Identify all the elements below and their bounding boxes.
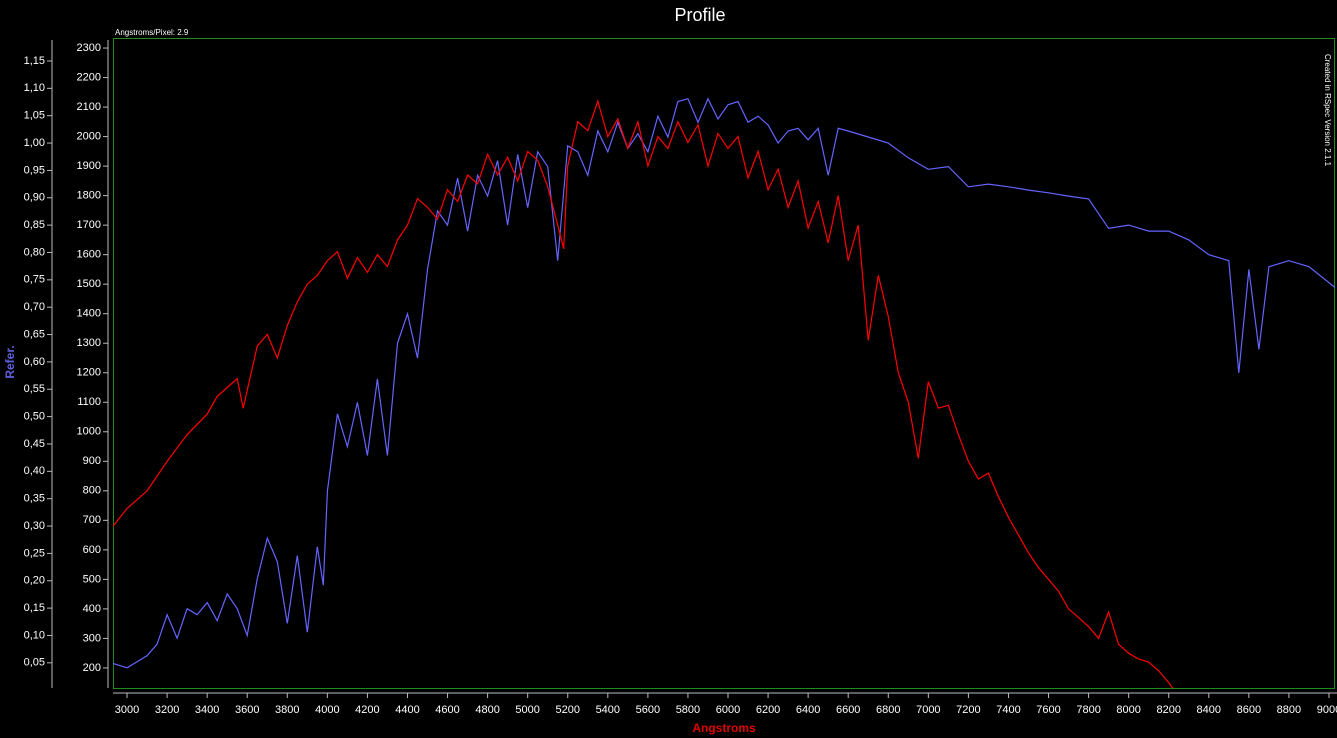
x-tick-label: 8200 <box>1156 704 1180 716</box>
plot-frame <box>113 38 1335 689</box>
y-tick-label: 1000 <box>77 426 101 438</box>
y2-tick-label: 0,25 <box>24 547 45 559</box>
x-tick-label: 7600 <box>1036 704 1060 716</box>
watermark: Created in RSpec Version 2.1.1 <box>1323 54 1332 167</box>
annotation: Angstroms/Pixel: 2.9 <box>115 28 189 37</box>
y-tick-label: 1900 <box>77 160 101 172</box>
y2-tick-label: 0,60 <box>24 356 45 368</box>
y-tick-label: 400 <box>83 603 101 615</box>
x-tick-label: 9000 <box>1317 704 1337 716</box>
x-tick-label: 5400 <box>596 704 620 716</box>
y-tick-label: 800 <box>83 485 101 497</box>
x-tick-label: 4600 <box>435 704 459 716</box>
y-tick-label: 1100 <box>77 396 101 408</box>
x-tick-label: 3600 <box>235 704 259 716</box>
y2-tick-label: 0,30 <box>24 520 45 532</box>
y-tick-label: 1400 <box>77 308 101 320</box>
y-tick-label: 1700 <box>77 219 101 231</box>
x-tick-label: 7200 <box>956 704 980 716</box>
x-tick-label: 7000 <box>916 704 940 716</box>
x-tick-label: 3000 <box>115 704 139 716</box>
y-tick-label: 2200 <box>77 71 101 83</box>
x-tick-label: 8800 <box>1277 704 1301 716</box>
y2-tick-label: 1,10 <box>24 82 45 94</box>
y-tick-label: 1500 <box>77 278 101 290</box>
y-tick-label: 600 <box>83 544 101 556</box>
x-tick-label: 8400 <box>1197 704 1221 716</box>
y2-tick-label: 1,05 <box>24 110 45 122</box>
x-tick-label: 7400 <box>996 704 1020 716</box>
y2-axis-label: Refer. <box>3 345 17 378</box>
y2-tick-label: 1,00 <box>24 137 45 149</box>
x-tick-label: 5600 <box>636 704 660 716</box>
series-line <box>112 97 1336 669</box>
x-tick-label: 7800 <box>1076 704 1100 716</box>
y2-tick-label: 0,95 <box>24 164 45 176</box>
y-tick-label: 2000 <box>77 130 101 142</box>
y2-tick-label: 0,85 <box>24 219 45 231</box>
y2-tick-label: 0,50 <box>24 411 45 423</box>
y2-tick-label: 0,10 <box>24 629 45 641</box>
chart-title: Profile <box>674 5 725 25</box>
x-tick-label: 6600 <box>836 704 860 716</box>
y2-tick-label: 0,65 <box>24 328 45 340</box>
y2-tick-label: 0,90 <box>24 192 45 204</box>
y-tick-label: 1300 <box>77 337 101 349</box>
x-tick-label: 5800 <box>676 704 700 716</box>
x-axis-label: Angstroms <box>692 721 756 735</box>
y-tick-label: 700 <box>83 514 101 526</box>
y-tick-label: 300 <box>83 632 101 644</box>
y2-tick-label: 0,75 <box>24 274 45 286</box>
y-tick-label: 900 <box>83 455 101 467</box>
y-tick-label: 1200 <box>77 367 101 379</box>
y2-tick-label: 0,15 <box>24 602 45 614</box>
x-tick-label: 8000 <box>1116 704 1140 716</box>
y-tick-label: 1600 <box>77 249 101 261</box>
x-tick-label: 6200 <box>756 704 780 716</box>
x-tick-label: 6400 <box>796 704 820 716</box>
x-tick-label: 3400 <box>195 704 219 716</box>
x-tick-label: 3200 <box>155 704 179 716</box>
series-line <box>112 99 1174 689</box>
y2-tick-label: 0,55 <box>24 383 45 395</box>
y-tick-label: 200 <box>83 662 101 674</box>
x-tick-label: 6800 <box>876 704 900 716</box>
y2-tick-label: 0,35 <box>24 493 45 505</box>
x-tick-label: 4400 <box>395 704 419 716</box>
x-tick-label: 4800 <box>475 704 499 716</box>
x-tick-label: 5000 <box>515 704 539 716</box>
x-tick-label: 8600 <box>1237 704 1261 716</box>
y2-tick-label: 0,80 <box>24 246 45 258</box>
y2-tick-label: 0,05 <box>24 657 45 669</box>
x-tick-label: 6000 <box>716 704 740 716</box>
x-tick-label: 3800 <box>275 704 299 716</box>
y-tick-label: 2100 <box>77 101 101 113</box>
y-tick-label: 1800 <box>77 190 101 202</box>
y2-tick-label: 0,70 <box>24 301 45 313</box>
y2-tick-label: 1,15 <box>24 55 45 67</box>
y-tick-label: 500 <box>83 573 101 585</box>
x-tick-label: 5200 <box>556 704 580 716</box>
x-tick-label: 4000 <box>315 704 339 716</box>
y-tick-label: 2300 <box>77 42 101 54</box>
y2-tick-label: 0,40 <box>24 465 45 477</box>
y2-tick-label: 0,20 <box>24 575 45 587</box>
x-tick-label: 4200 <box>355 704 379 716</box>
y2-tick-label: 0,45 <box>24 438 45 450</box>
